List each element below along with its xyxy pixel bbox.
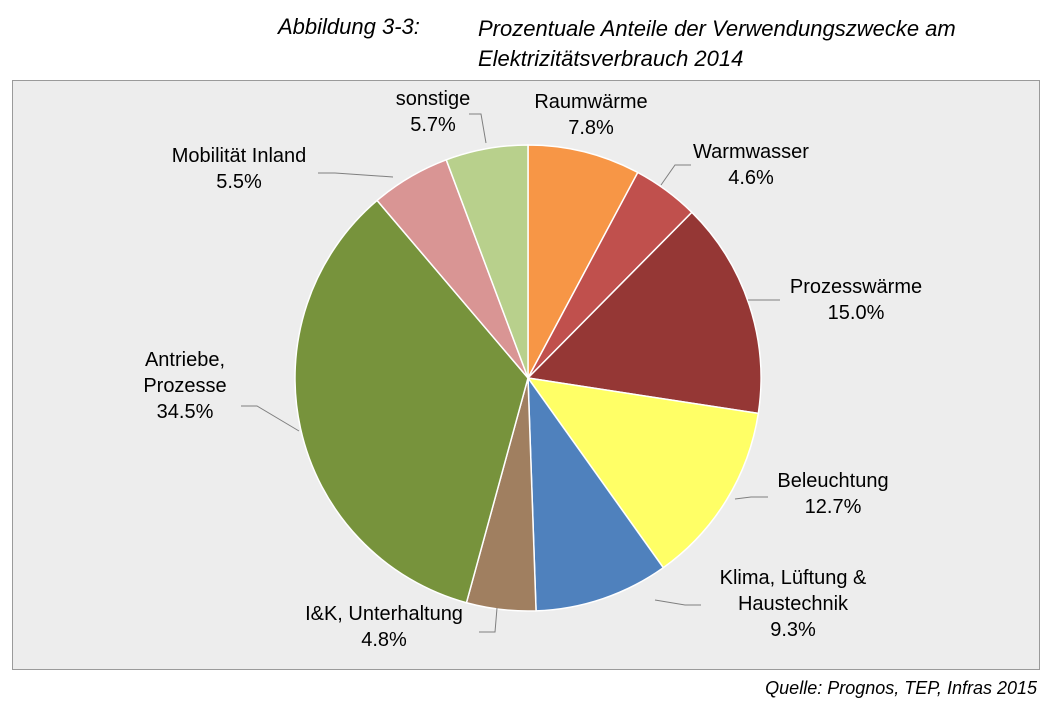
leader-line-6	[479, 607, 498, 633]
slice-name-label-2: Warmwasser	[693, 141, 809, 163]
slice-name-label-6: I&K, Unterhaltung	[305, 603, 463, 625]
source-note: Quelle: Prognos, TEP, Infras 2015	[765, 678, 1037, 698]
slice-name-label-1: Raumwärme	[534, 91, 647, 113]
leader-line-8	[318, 172, 394, 178]
figure-title-line-1: Prozentuale Anteile der Verwendungszweck…	[478, 16, 956, 41]
slice-name-label-3: Prozesswärme	[790, 276, 922, 298]
leader-line-5	[654, 599, 701, 606]
slice-labels: Raumwärme 7.8% Warmwasser 4.6% Prozesswärme 1…	[143, 88, 922, 651]
slice-name-label-5: Haustechnik	[738, 593, 849, 615]
slice-value-label-9: 5.7%	[410, 114, 456, 136]
slice-value-label-1: 7.8%	[568, 117, 614, 139]
figure-number: Abbildung 3-3:	[278, 14, 420, 39]
pie-slice-7	[294, 199, 529, 604]
slice-value-label-2: 4.6%	[728, 167, 774, 189]
leader-line-4	[734, 496, 768, 500]
pie-slice-4	[526, 376, 760, 569]
slice-value-label-8: 5.5%	[216, 171, 262, 193]
pie-chart: Raumwärme 7.8% Warmwasser 4.6% Prozesswärme 1…	[143, 88, 922, 651]
pie-slice-1	[527, 144, 639, 379]
slice-value-label-3: 15.0%	[828, 302, 885, 324]
slice-name-label-7: Antriebe,	[145, 349, 225, 371]
slice-value-label-4: 12.7%	[805, 496, 862, 518]
figure-caption: Abbildung 3-3: Prozentuale Anteile der V…	[0, 10, 1049, 71]
pie-slice-3	[526, 211, 762, 415]
slice-name-label-8: Mobilität Inland	[172, 145, 307, 167]
leader-line-2	[660, 164, 691, 186]
slice-name-label-7: Prozesse	[143, 375, 226, 397]
slice-value-label-5: 9.3%	[770, 619, 816, 641]
pie-slice-9	[445, 144, 529, 379]
pie-slice-5	[527, 375, 665, 612]
slice-name-label-9: sonstige	[396, 88, 471, 110]
slice-name-label-5: Klima, Lüftung &	[720, 567, 867, 589]
leader-line-9	[469, 113, 487, 144]
slice-value-label-7: 34.5%	[157, 401, 214, 423]
leader-lines	[241, 113, 780, 633]
pie-slices	[294, 144, 762, 612]
chart-area: Raumwärme 7.8% Warmwasser 4.6% Prozesswärme 1…	[12, 80, 1040, 670]
slice-name-label-4: Beleuchtung	[777, 470, 888, 492]
leader-line-7	[241, 405, 300, 432]
slice-value-label-6: 4.8%	[361, 629, 407, 651]
figure-title-line-2: Elektrizitätsverbrauch 2014	[478, 46, 744, 71]
figure-title: Prozentuale Anteile der Verwendungszweck…	[478, 14, 1038, 74]
